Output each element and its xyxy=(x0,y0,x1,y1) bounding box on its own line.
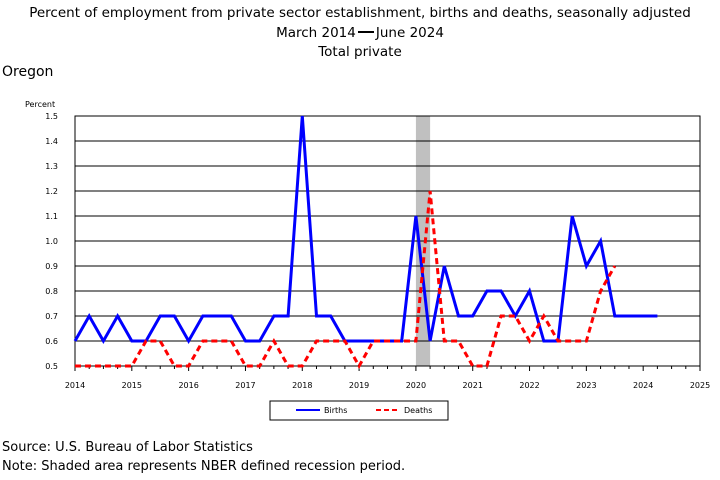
series-line-births xyxy=(73,115,658,345)
recession-note: Note: Shaded area represents NBER define… xyxy=(2,459,406,474)
legend: Births Deaths xyxy=(269,400,449,421)
y-tick-label: 1.5 xyxy=(45,112,58,121)
gridlines-layer xyxy=(74,115,701,367)
y-tick-label: 0.9 xyxy=(45,262,58,271)
series-line-deaths xyxy=(75,190,617,370)
x-tick-label: 2024 xyxy=(633,381,653,390)
x-tick-label: 2022 xyxy=(519,381,539,390)
y-tick-label: 1.4 xyxy=(45,137,58,146)
chart-subtitle: Total private xyxy=(318,44,402,60)
legend-box xyxy=(269,400,449,421)
y-tick-label: 0.7 xyxy=(45,312,58,321)
legend-label-births: Births xyxy=(324,406,347,415)
y-axis-ticks: 0.5 0.6 0.7 0.8 0.9 1.0 1.1 1.2 1.3 1.4 1.5 xyxy=(45,112,58,371)
x-tick-label: 2017 xyxy=(235,381,255,390)
source-note: Source: U.S. Bureau of Labor Statistics xyxy=(2,440,253,455)
chart: 0.50.60.70.80.91.01.11.21.31.41.5 2014 20… xyxy=(25,100,710,421)
x-tick-label: 2016 xyxy=(178,381,198,390)
y-tick-label: 1.2 xyxy=(45,187,58,196)
x-tick-label: 2020 xyxy=(406,381,426,390)
y-axis-label: Percent xyxy=(25,100,55,109)
x-tick-label: 2014 xyxy=(65,381,85,390)
y-tick-label: 0.8 xyxy=(45,287,58,296)
legend-label-deaths: Deaths xyxy=(404,406,432,415)
date-range-end: June 2024 xyxy=(375,25,444,41)
date-range-dash xyxy=(357,30,374,33)
x-tick-label: 2015 xyxy=(122,381,142,390)
x-tick-label: 2018 xyxy=(292,381,312,390)
x-tick-label: 2019 xyxy=(349,381,369,390)
series-layer xyxy=(73,115,658,370)
y-tick-label: 1.1 xyxy=(45,212,58,221)
region-label: Oregon xyxy=(2,64,54,80)
date-range-start: March 2014 xyxy=(276,25,356,41)
y-tick-label: 0.6 xyxy=(45,337,58,346)
x-tick-label: 2023 xyxy=(576,381,596,390)
x-tick-label: 2021 xyxy=(463,381,483,390)
y-tick-label: 1.0 xyxy=(45,237,58,246)
y-tick-label: 1.3 xyxy=(45,162,58,171)
x-tick-label: 2025 xyxy=(690,381,710,390)
chart-date-range: March 2014 June 2024 xyxy=(0,24,720,42)
y-tick-label: 0.5 xyxy=(45,362,58,371)
x-axis-ticks: 2014 2015 2016 2017 2018 2019 2020 2021 2022 2023… xyxy=(65,366,710,390)
chart-title: Percent of employment from private secto… xyxy=(29,5,691,21)
